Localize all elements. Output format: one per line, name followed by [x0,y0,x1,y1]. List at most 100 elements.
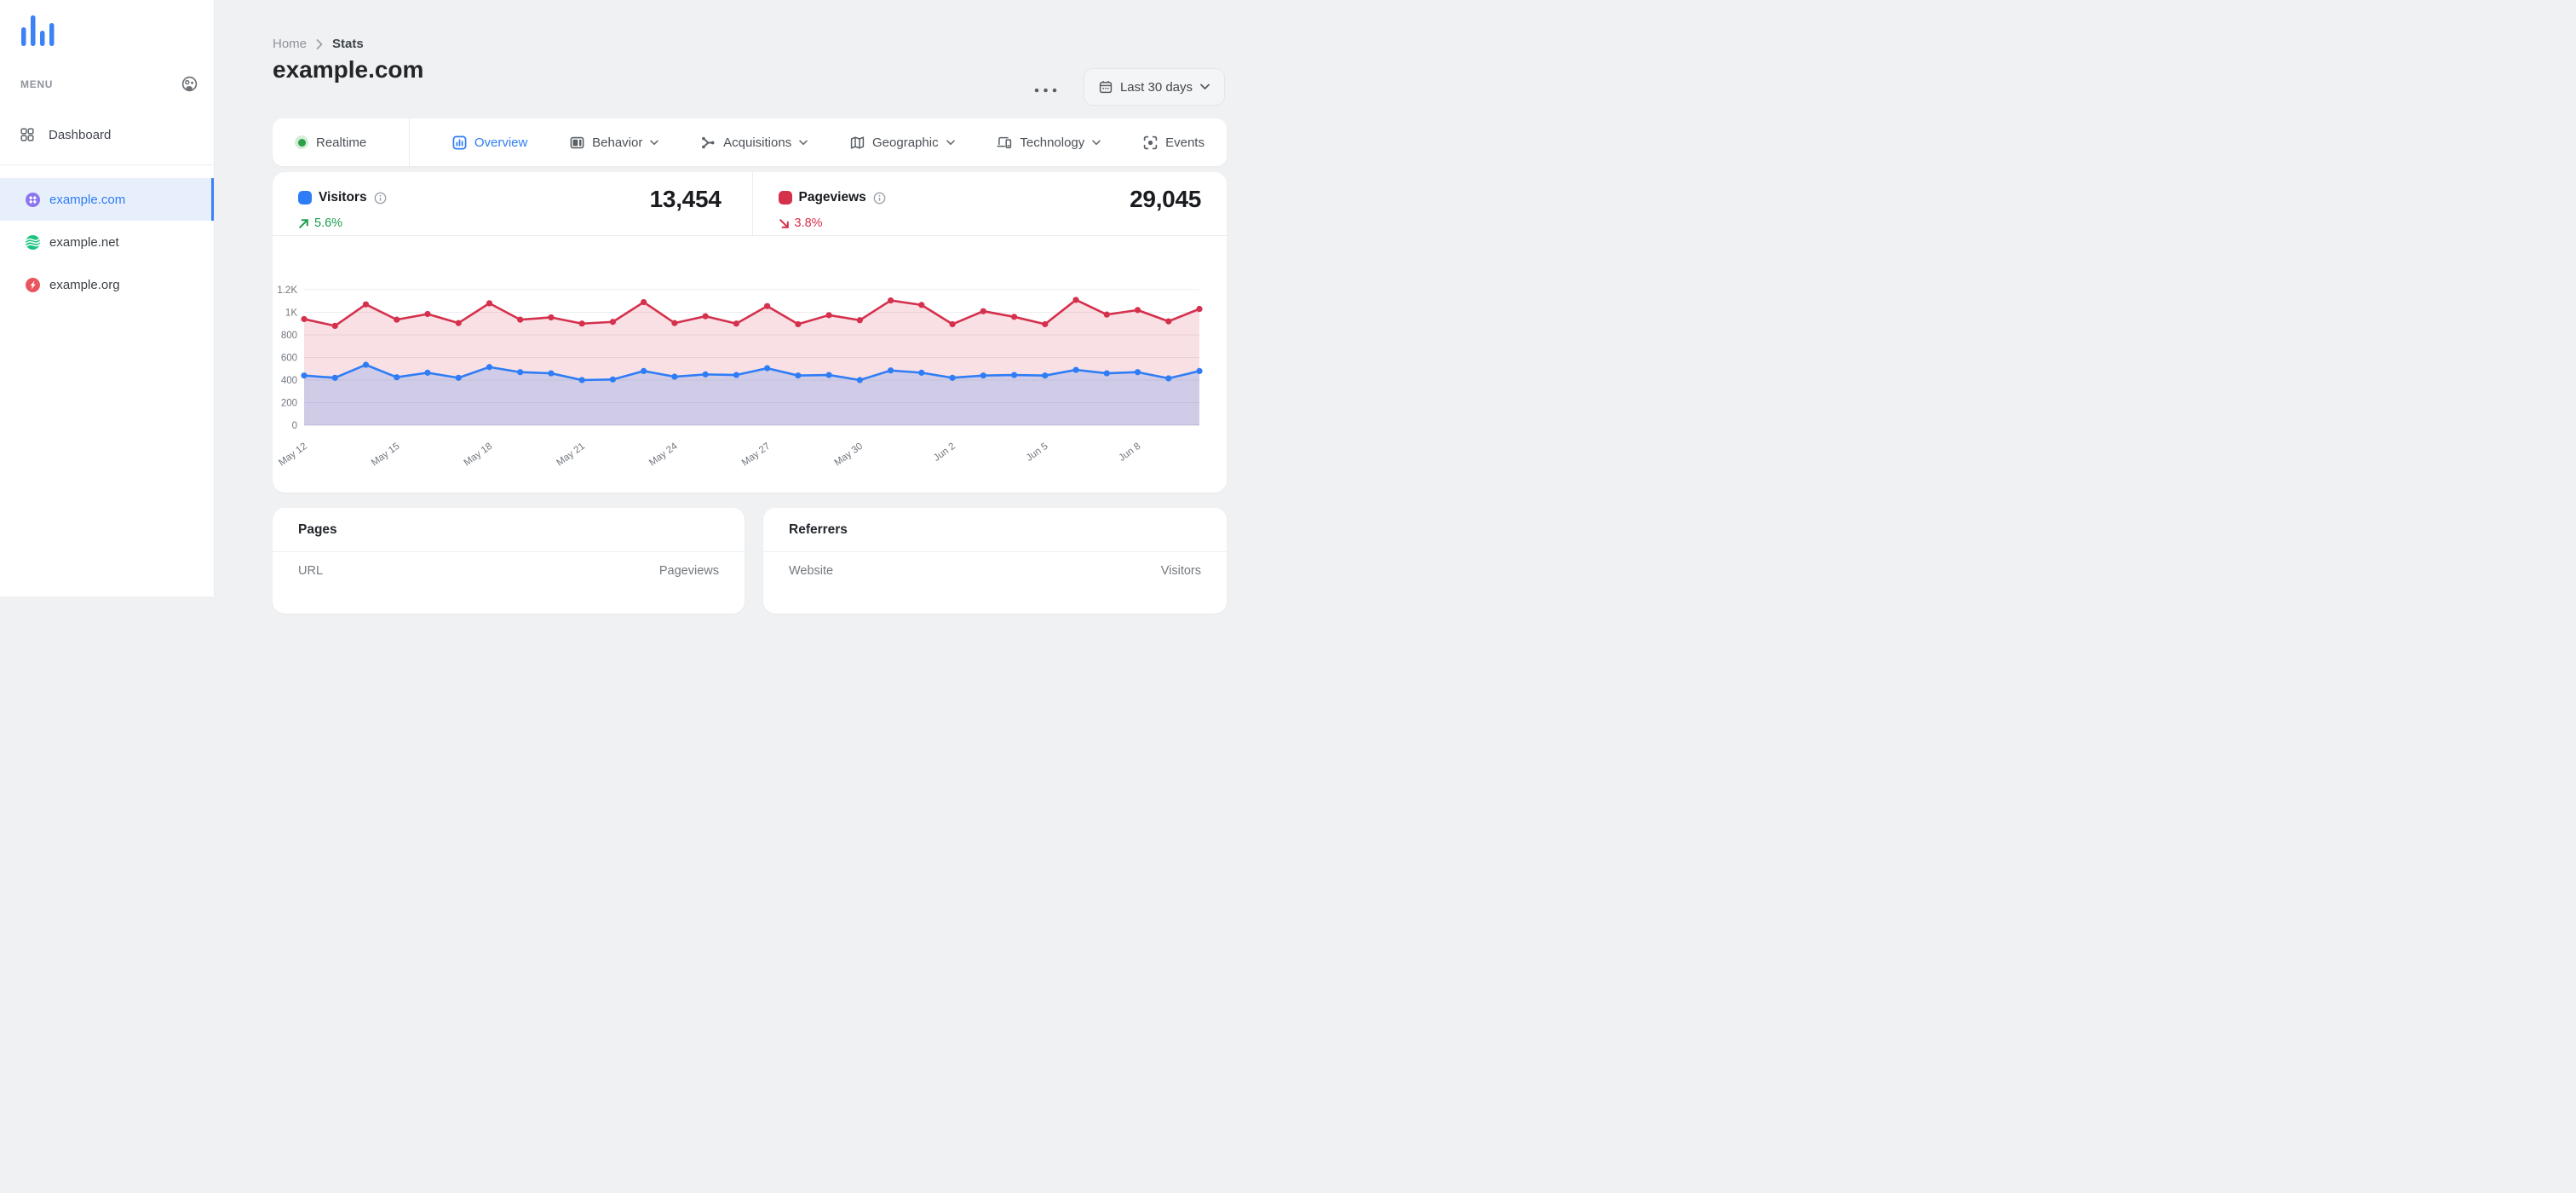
sidebar-item-dashboard[interactable]: Dashboard [0,118,214,152]
visitors-point [455,374,462,381]
visitors-point [517,369,524,376]
visitors-area [304,365,1199,425]
x-tick-label: Jun 2 [932,441,957,464]
pageviews-point [918,302,925,308]
chevron-down-icon [1200,84,1210,90]
dashboard-label: Dashboard [49,127,112,142]
site-label: example.net [49,234,119,250]
site-label: example.org [49,277,120,292]
site-label: example.com [49,192,126,207]
visitors-point [702,371,709,377]
chevron-right-icon [316,38,323,49]
pageviews-swatch [778,191,792,205]
visitors-point [671,373,678,380]
pageviews-point [764,303,771,309]
pageviews-point [980,308,986,314]
card-divider [763,551,1227,552]
pageviews-point [455,320,462,326]
visitors-point [1072,366,1079,373]
info-icon[interactable] [873,192,886,205]
traffic-chart[interactable]: 0 200 400 600 800 1K 1.2K May 12 May 15 May 18 May… [273,236,1227,493]
pageviews-point [424,310,431,318]
info-icon[interactable] [374,192,387,205]
tab-events[interactable]: Events [1143,135,1205,150]
overview-card: Visitors 5.6% [273,172,1227,493]
visitors-point [733,372,739,378]
sidebar-item-example-org[interactable]: example.org [0,263,214,306]
sidebar-item-example-net[interactable]: example.net [0,221,214,263]
x-tick-label: Jun 5 [1025,441,1050,464]
tab-divider [409,118,410,166]
y-tick-label: 1.2K [277,285,297,296]
visitors-point [1010,372,1018,378]
pages-card-title: Pages [298,522,337,537]
tab-label: Overview [474,135,528,150]
tab-acquisitions[interactable]: Acquisitions [701,135,808,150]
breadcrumb-home[interactable]: Home [273,37,308,51]
x-tick-label: May 30 [833,441,865,469]
visitors-stat: Visitors 5.6% [273,172,752,235]
tab-label: Behavior [592,135,643,150]
menu-label: MENU [20,78,54,90]
pageviews-point [825,312,832,319]
visitors-point [331,374,338,381]
pageviews-point [331,322,338,329]
more-options-button[interactable] [1027,77,1064,102]
visitors-point [1165,375,1172,382]
column-visitors: Visitors [1160,564,1201,578]
referrers-card: Referrers Website Visitors [763,508,1227,614]
column-website: Website [789,564,834,578]
section-tab-bar: Realtime Overview Behavior [273,118,1227,166]
pageviews-point [548,314,555,321]
pageviews-area [304,299,1199,425]
pageviews-point [1072,297,1079,303]
x-tick-label: May 18 [463,441,495,469]
pageviews-point [1134,307,1141,314]
visitors-point [764,365,771,372]
sidebar: MENU Dashboard [0,0,215,596]
visitors-delta: 5.6% [298,216,387,230]
pageviews-point [301,315,308,323]
branch-icon [701,135,716,150]
pageviews-value: 29,045 [1130,186,1201,212]
y-tick-label: 800 [281,331,297,341]
pages-table-header: URL Pageviews [298,564,719,578]
pageviews-point [856,317,863,324]
chevron-down-icon [946,139,955,146]
visitors-point [301,372,308,379]
visitors-label: Visitors [319,190,367,205]
stats-row: Visitors 5.6% [273,172,1227,235]
waves-icon [26,234,40,250]
tab-label: Events [1165,135,1205,150]
sidebar-item-example-com[interactable]: example.com [0,178,214,221]
visitors-value: 13,454 [649,186,722,212]
visitors-point [486,364,493,371]
pageviews-point [394,316,400,323]
visitors-delta-value: 5.6% [314,216,343,230]
clover-icon [26,192,40,207]
visitors-point [825,372,832,378]
tab-overview[interactable]: Overview [452,135,528,150]
tab-behavior[interactable]: Behavior [570,135,659,150]
scan-icon [1143,135,1158,150]
x-tick-label: May 27 [740,441,773,469]
pageviews-point [1196,305,1203,313]
y-tick-label: 600 [281,354,297,364]
pageviews-point [887,297,894,304]
visitors-point [1042,372,1049,379]
breadcrumb-current: Stats [332,37,364,51]
visitors-line [302,363,1201,382]
date-range-button[interactable]: Last 30 days [1084,68,1225,106]
tab-technology[interactable]: Technology [997,135,1101,150]
pageviews-point [517,316,524,323]
pageviews-point [486,300,493,307]
pages-card: Pages URL Pageviews [273,508,745,614]
x-tick-label: May 15 [370,441,402,469]
pageviews-point [1165,318,1172,325]
tab-realtime[interactable]: Realtime [295,135,366,150]
profile-face-icon[interactable] [181,75,198,93]
pageviews-point [733,320,739,327]
pageviews-point [1010,314,1018,320]
tab-geographic[interactable]: Geographic [850,135,955,150]
pageviews-delta-value: 3.8% [794,216,823,230]
